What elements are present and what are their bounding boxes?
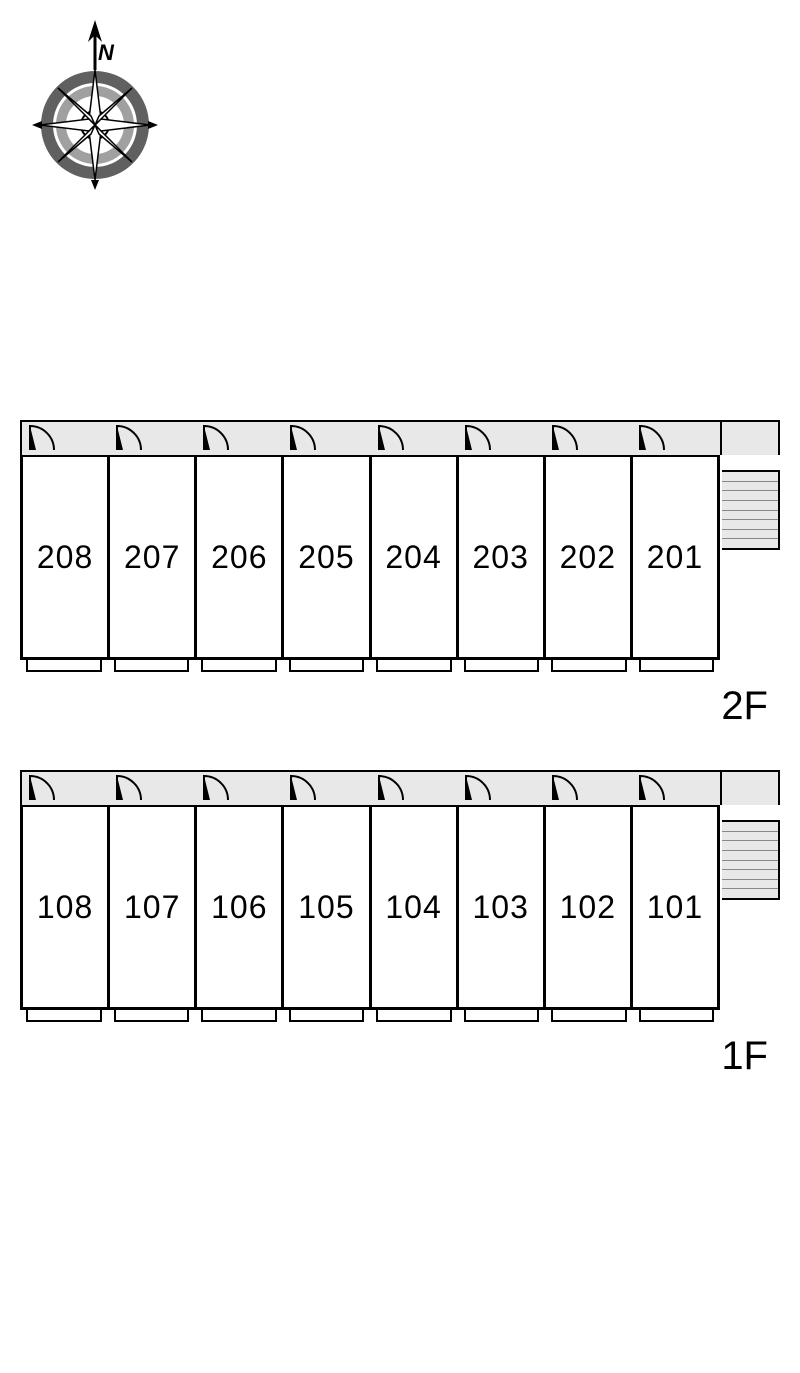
door-swing-icon bbox=[28, 422, 58, 452]
unit-label: 203 bbox=[472, 539, 528, 576]
balcony bbox=[464, 1008, 540, 1022]
balcony bbox=[26, 658, 102, 672]
unit-208: 208 bbox=[23, 457, 110, 657]
door-swing-icon bbox=[551, 772, 581, 802]
door-swing-icon bbox=[464, 772, 494, 802]
unit-label: 103 bbox=[472, 889, 528, 926]
door-swing-icon bbox=[289, 422, 319, 452]
balcony bbox=[289, 658, 365, 672]
unit-label: 104 bbox=[385, 889, 441, 926]
balcony bbox=[376, 658, 452, 672]
unit-label: 102 bbox=[560, 889, 616, 926]
unit-202: 202 bbox=[546, 457, 633, 657]
unit-101: 101 bbox=[633, 807, 717, 1007]
floor-2-plan: 208 207 206 205 204 203 202 201 bbox=[20, 420, 780, 674]
door-swing-icon bbox=[202, 422, 232, 452]
unit-203: 203 bbox=[459, 457, 546, 657]
unit-102: 102 bbox=[546, 807, 633, 1007]
unit-label: 205 bbox=[298, 539, 354, 576]
balcony bbox=[551, 658, 627, 672]
door-swing-icon bbox=[115, 772, 145, 802]
unit-105: 105 bbox=[284, 807, 371, 1007]
unit-207: 207 bbox=[110, 457, 197, 657]
door-swing-icon bbox=[377, 422, 407, 452]
floor-1-balconies bbox=[20, 1010, 720, 1024]
balcony bbox=[639, 1008, 715, 1022]
floor-1-stairs bbox=[722, 820, 780, 900]
unit-label: 107 bbox=[124, 889, 180, 926]
door-swing-icon bbox=[638, 422, 668, 452]
compass-icon: N bbox=[30, 20, 160, 200]
door-swing-icon bbox=[289, 772, 319, 802]
door-swing-icon bbox=[551, 422, 581, 452]
floor-2-units: 208 207 206 205 204 203 202 201 bbox=[20, 455, 720, 660]
unit-label: 202 bbox=[560, 539, 616, 576]
compass-north-label: N bbox=[98, 40, 115, 65]
unit-label: 207 bbox=[124, 539, 180, 576]
unit-label: 206 bbox=[211, 539, 267, 576]
unit-label: 208 bbox=[37, 539, 93, 576]
balcony bbox=[201, 1008, 277, 1022]
balcony bbox=[201, 658, 277, 672]
unit-label: 108 bbox=[37, 889, 93, 926]
door-swing-icon bbox=[28, 772, 58, 802]
unit-107: 107 bbox=[110, 807, 197, 1007]
corridor-stair-divider bbox=[720, 772, 778, 805]
balcony bbox=[551, 1008, 627, 1022]
door-swing-icon bbox=[115, 422, 145, 452]
floor-2-balconies bbox=[20, 660, 720, 674]
unit-label: 204 bbox=[385, 539, 441, 576]
unit-201: 201 bbox=[633, 457, 717, 657]
door-swing-icon bbox=[377, 772, 407, 802]
corridor-stair-divider bbox=[720, 422, 778, 455]
unit-label: 101 bbox=[647, 889, 703, 926]
floor-2-stairs bbox=[722, 470, 780, 550]
unit-108: 108 bbox=[23, 807, 110, 1007]
door-swing-icon bbox=[464, 422, 494, 452]
balcony bbox=[114, 1008, 190, 1022]
balcony bbox=[26, 1008, 102, 1022]
unit-104: 104 bbox=[372, 807, 459, 1007]
unit-205: 205 bbox=[284, 457, 371, 657]
floor-1-label: 1F bbox=[721, 1034, 768, 1079]
unit-206: 206 bbox=[197, 457, 284, 657]
balcony bbox=[114, 658, 190, 672]
balcony bbox=[376, 1008, 452, 1022]
compass-rose: N bbox=[30, 20, 160, 200]
floor-1-units: 108 107 106 105 104 103 102 101 bbox=[20, 805, 720, 1010]
floor-1-plan: 108 107 106 105 104 103 102 101 bbox=[20, 770, 780, 1024]
floor-2-label: 2F bbox=[721, 684, 768, 729]
unit-103: 103 bbox=[459, 807, 546, 1007]
balcony bbox=[639, 658, 715, 672]
unit-106: 106 bbox=[197, 807, 284, 1007]
unit-label: 106 bbox=[211, 889, 267, 926]
door-swing-icon bbox=[638, 772, 668, 802]
balcony bbox=[464, 658, 540, 672]
door-swing-icon bbox=[202, 772, 232, 802]
unit-label: 201 bbox=[647, 539, 703, 576]
unit-label: 105 bbox=[298, 889, 354, 926]
unit-204: 204 bbox=[372, 457, 459, 657]
balcony bbox=[289, 1008, 365, 1022]
